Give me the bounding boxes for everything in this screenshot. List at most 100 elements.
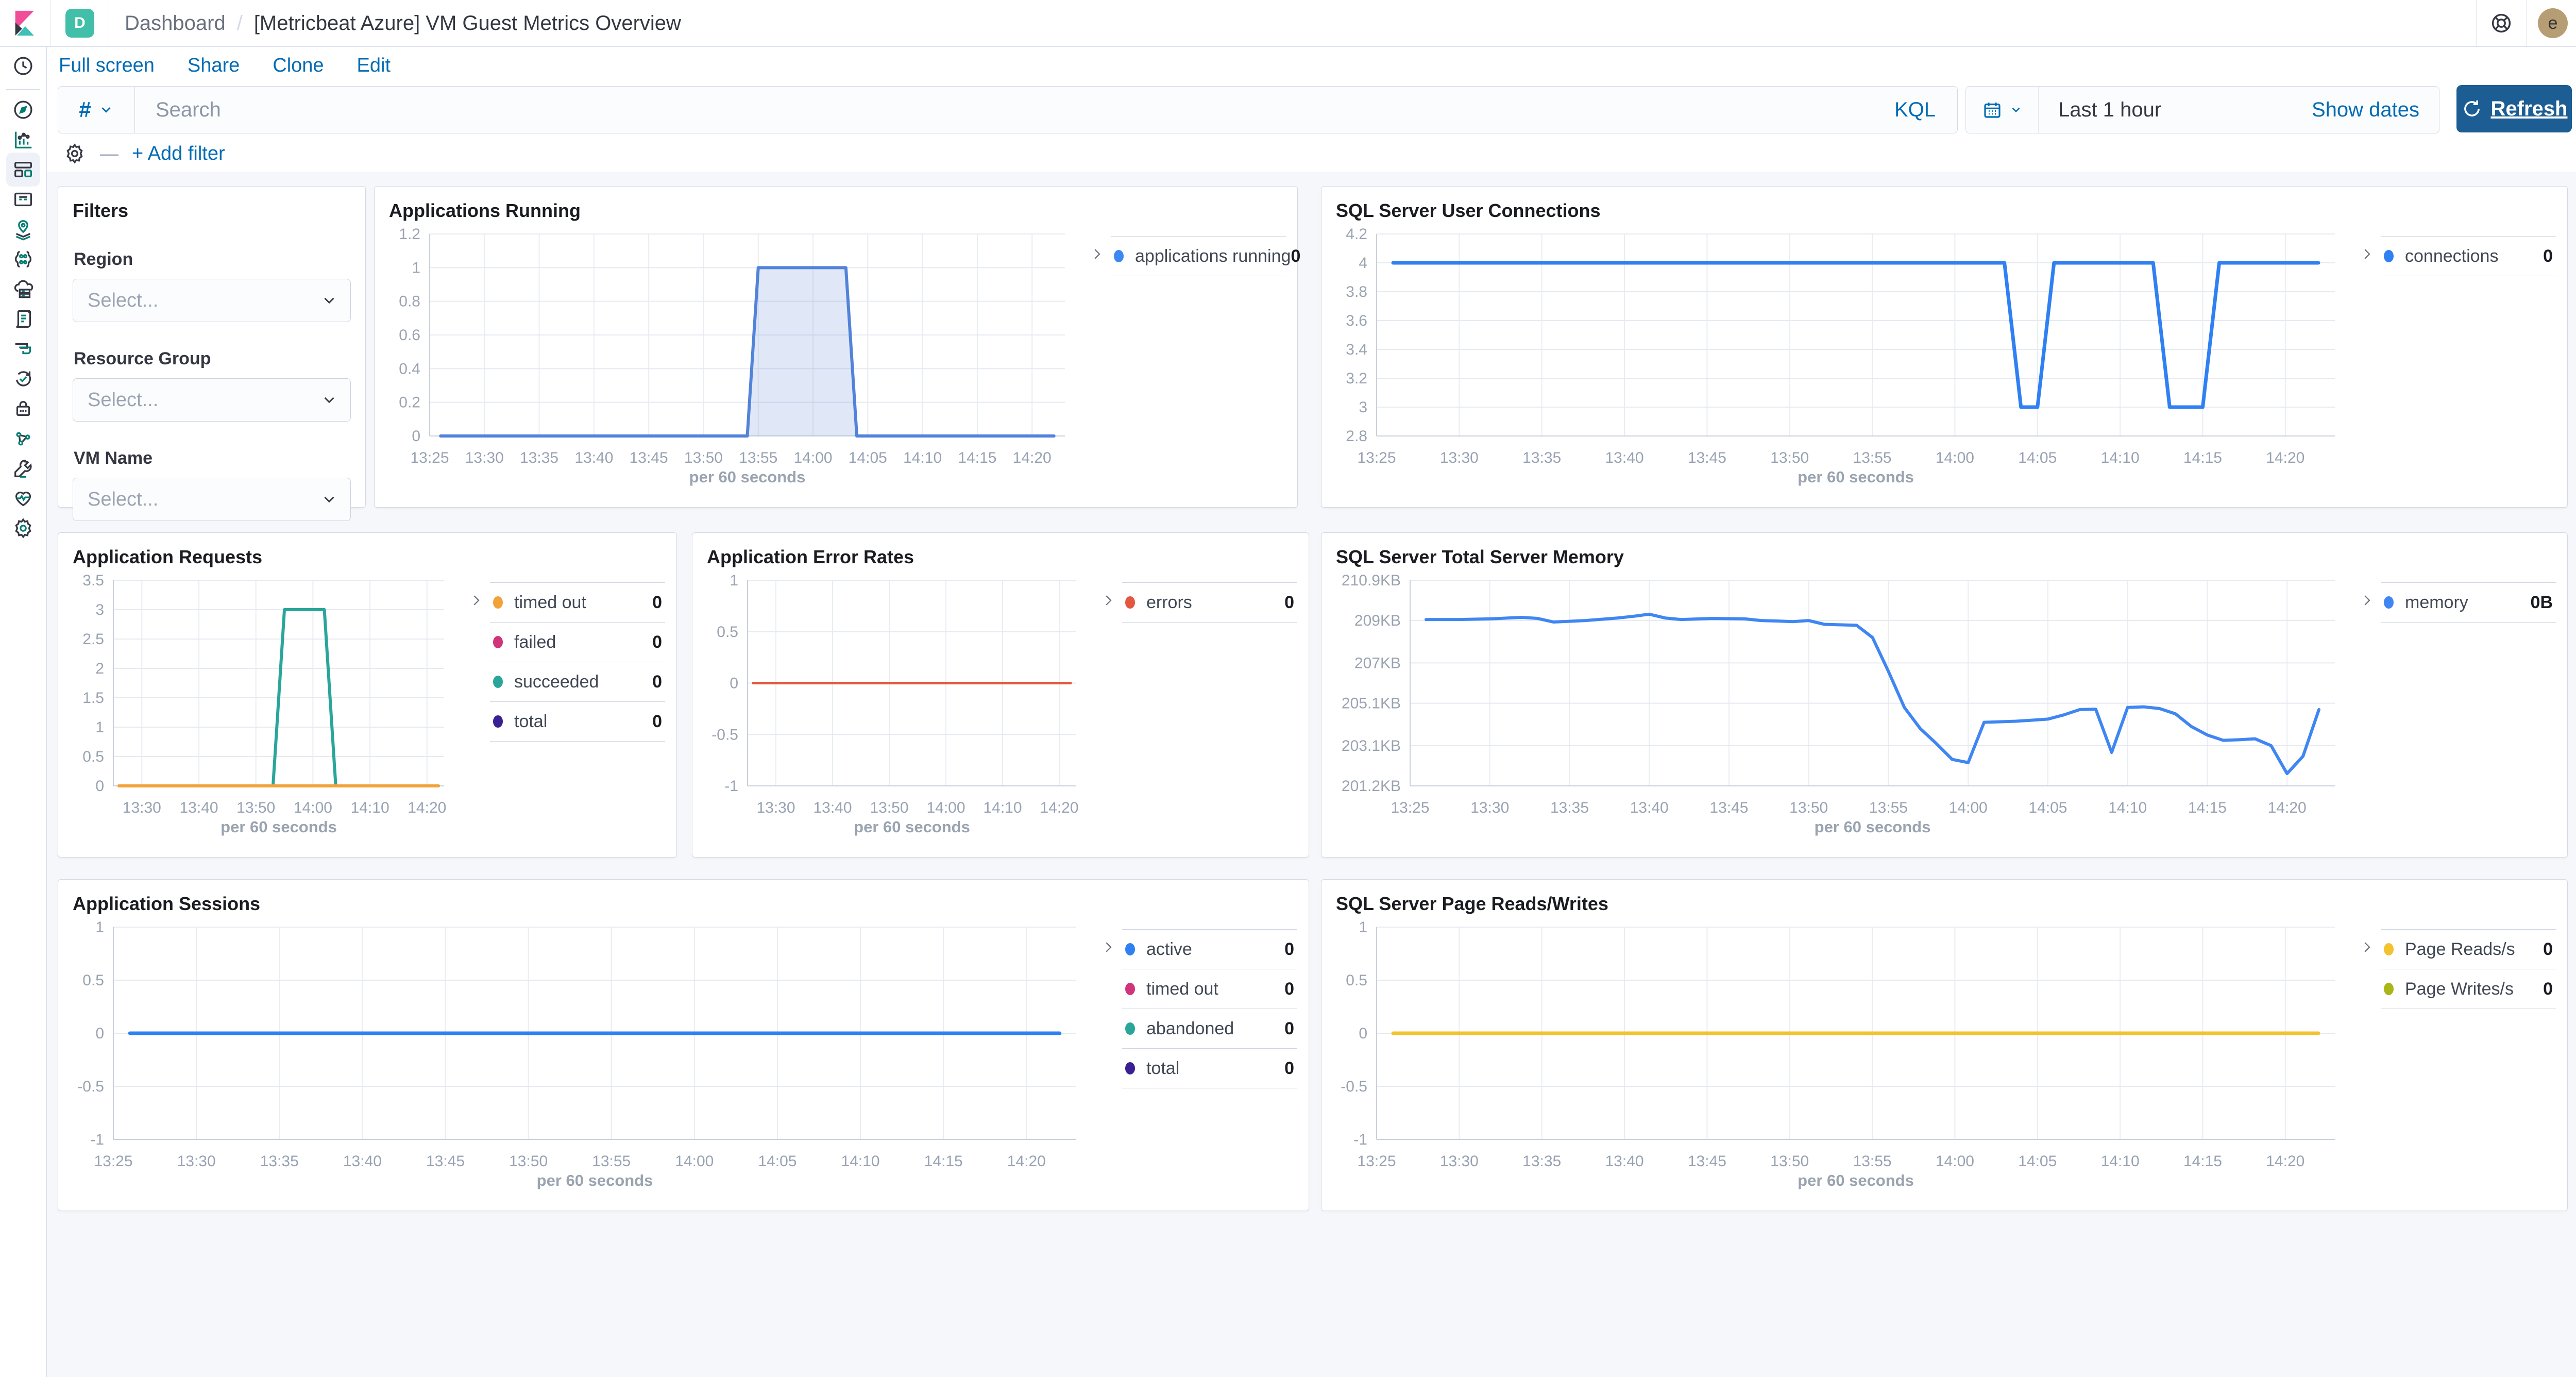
sidebar-item-management[interactable]	[0, 513, 46, 543]
search-input[interactable]: Search	[135, 98, 1894, 122]
filter-options-button[interactable]	[63, 142, 87, 165]
share-link[interactable]: Share	[188, 55, 240, 77]
sidebar-item-dev-tools[interactable]	[0, 454, 46, 483]
legend-item[interactable]: total0	[490, 701, 665, 742]
sidebar-item-metrics[interactable]	[0, 274, 46, 304]
legend-item[interactable]: active0	[1122, 929, 1297, 969]
svg-text:14:05: 14:05	[2028, 799, 2067, 816]
user-avatar[interactable]: e	[2538, 8, 2568, 38]
chart-legend: Page Reads/s0Page Writes/s0	[2353, 916, 2556, 1200]
filter-set-button[interactable]: #	[58, 87, 135, 133]
legend-item[interactable]: memory0B	[2381, 582, 2556, 623]
calendar-button[interactable]	[1966, 87, 2039, 133]
edit-link[interactable]: Edit	[357, 55, 391, 77]
sidebar-item-graph[interactable]	[0, 424, 46, 454]
sidebar-item-maps[interactable]	[0, 214, 46, 244]
svg-text:13:50: 13:50	[236, 799, 275, 816]
kibana-logo[interactable]	[0, 0, 51, 46]
svg-text:3: 3	[1359, 399, 1367, 416]
svg-text:14:05: 14:05	[758, 1153, 796, 1170]
filter-bar: — + Add filter	[46, 136, 2576, 172]
time-picker[interactable]: Last 1 hour Show dates	[1965, 86, 2439, 133]
sidebar-item-canvas[interactable]	[0, 184, 46, 214]
svg-text:per 60 seconds: per 60 seconds	[221, 818, 337, 836]
sidebar-item-siem[interactable]	[0, 394, 46, 424]
canvas-icon	[11, 188, 35, 211]
full-screen-link[interactable]: Full screen	[59, 55, 155, 77]
legend-label: abandoned	[1146, 1019, 1234, 1039]
page-title: [Metricbeat Azure] VM Guest Metrics Over…	[254, 12, 681, 35]
svg-text:13:30: 13:30	[465, 449, 504, 466]
sidebar-item-uptime[interactable]	[0, 364, 46, 394]
legend-expand-button[interactable]	[2353, 236, 2381, 497]
vm-name-select[interactable]: Select...	[73, 478, 351, 521]
sidebar-item-discover[interactable]	[0, 95, 46, 125]
legend-dot-icon	[1114, 250, 1124, 262]
kql-toggle[interactable]: KQL	[1894, 98, 1957, 122]
avatar-initial: e	[2548, 13, 2558, 33]
sidebar-item-logs[interactable]	[0, 304, 46, 334]
legend-expand-button[interactable]	[1094, 929, 1122, 1200]
svg-text:0: 0	[95, 1025, 104, 1042]
legend-value: 0	[652, 593, 662, 613]
time-range-value[interactable]: Last 1 hour	[2039, 98, 2161, 122]
legend-label: applications running	[1135, 246, 1291, 266]
svg-text:13:45: 13:45	[426, 1153, 465, 1170]
svg-text:14:00: 14:00	[1936, 1153, 1974, 1170]
dev-tools-icon	[11, 457, 35, 480]
search-bar[interactable]: # Search KQL	[58, 86, 1958, 133]
svg-text:13:45: 13:45	[1709, 799, 1748, 816]
filter-field-label: Region	[74, 249, 354, 270]
legend-item[interactable]: abandoned0	[1122, 1009, 1297, 1048]
svg-text:0: 0	[412, 428, 420, 445]
legend-item[interactable]: total0	[1122, 1048, 1297, 1088]
legend-expand-button[interactable]	[2353, 929, 2381, 1200]
filter-bar-dash: —	[100, 143, 118, 164]
sidebar-item-stack-monitoring[interactable]	[0, 483, 46, 513]
sql-page-reads-writes-chart: 13:2513:3013:3513:4013:4513:5013:5514:00…	[1333, 916, 2353, 1200]
sidebar-item-dashboard[interactable]	[0, 155, 46, 184]
space-badge[interactable]: D	[65, 9, 94, 38]
breadcrumb-dashboard[interactable]: Dashboard	[125, 12, 226, 35]
legend-item[interactable]: connections0	[2381, 236, 2556, 276]
svg-text:13:25: 13:25	[94, 1153, 132, 1170]
legend-item[interactable]: Page Writes/s0	[2381, 969, 2556, 1009]
legend-item[interactable]: timed out0	[1122, 969, 1297, 1009]
svg-text:13:35: 13:35	[520, 449, 558, 466]
chevron-down-icon	[320, 491, 350, 508]
legend-value: 0	[1284, 939, 1294, 960]
sidebar-item-machine-learning[interactable]	[0, 244, 46, 274]
chart-legend: connections0	[2353, 223, 2556, 497]
legend-expand-button[interactable]	[1094, 582, 1122, 847]
legend-item[interactable]: Page Reads/s0	[2381, 929, 2556, 969]
legend-rows: errors0	[1122, 582, 1297, 847]
svg-text:13:40: 13:40	[1630, 799, 1669, 816]
legend-label: memory	[2405, 593, 2468, 613]
show-dates-button[interactable]: Show dates	[2312, 98, 2439, 122]
svg-text:13:30: 13:30	[756, 799, 795, 816]
add-filter-button[interactable]: + Add filter	[132, 143, 225, 165]
legend-item[interactable]: errors0	[1122, 582, 1297, 623]
sidebar-item-visualize[interactable]	[0, 125, 46, 155]
legend-expand-button[interactable]	[462, 582, 490, 847]
svg-text:1: 1	[1359, 919, 1367, 936]
resource-group-select[interactable]: Select...	[73, 378, 351, 422]
svg-text:13:40: 13:40	[179, 799, 218, 816]
region-select[interactable]: Select...	[73, 279, 351, 322]
legend-expand-button[interactable]	[2353, 582, 2381, 847]
sql-user-connections-panel: SQL Server User Connections 13:2513:3013…	[1321, 186, 2568, 508]
legend-item[interactable]: failed0	[490, 622, 665, 662]
svg-text:3.6: 3.6	[1346, 312, 1367, 329]
legend-value: 0	[2543, 246, 2553, 266]
legend-item[interactable]: applications running0	[1111, 236, 1286, 276]
refresh-button[interactable]: Refresh	[2456, 85, 2572, 132]
sidebar-item-recently-viewed[interactable]	[0, 47, 46, 85]
svg-text:13:50: 13:50	[684, 449, 723, 466]
clone-link[interactable]: Clone	[273, 55, 324, 77]
legend-item[interactable]: succeeded0	[490, 662, 665, 701]
help-button[interactable]	[2477, 0, 2526, 46]
svg-text:13:40: 13:40	[1605, 449, 1643, 466]
legend-expand-button[interactable]	[1083, 236, 1111, 497]
sidebar-item-apm[interactable]	[0, 334, 46, 364]
legend-item[interactable]: timed out0	[490, 582, 665, 622]
